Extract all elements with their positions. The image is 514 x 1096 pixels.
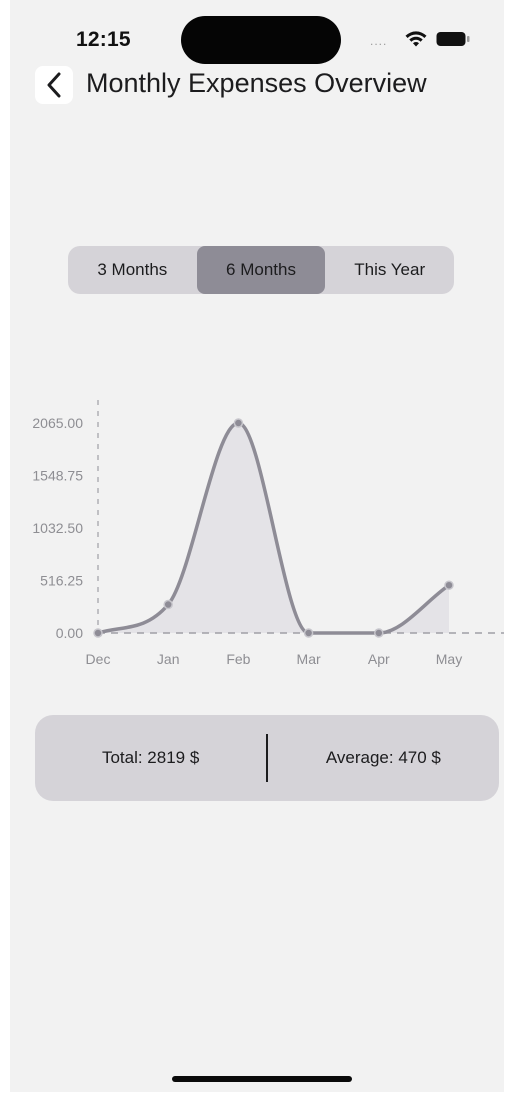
period-segmented-control: 3 Months 6 Months This Year	[68, 246, 454, 294]
x-tick-label-mar: Mar	[297, 651, 321, 667]
y-tick-label: 516.25	[40, 573, 83, 589]
data-point-jan	[163, 599, 173, 610]
data-point-feb	[233, 418, 244, 428]
x-tick-label-apr: Apr	[368, 651, 390, 667]
summary-divider	[266, 734, 268, 782]
y-tick-label: 1548.75	[32, 468, 83, 484]
segment-3-months[interactable]: 3 Months	[97, 260, 168, 279]
back-button[interactable]	[35, 66, 73, 104]
dynamic-island	[181, 16, 341, 64]
page-title: Monthly Expenses Overview	[86, 68, 427, 98]
x-tick-label-jan: Jan	[157, 651, 180, 667]
segment-this-year[interactable]: This Year	[354, 260, 426, 279]
data-point-may	[444, 580, 454, 590]
average-label: Average: 470 $	[325, 748, 441, 767]
total-label: Total: 2819 $	[101, 748, 200, 767]
x-tick-label-dec: Dec	[86, 651, 111, 667]
battery-icon	[436, 32, 470, 46]
signal-dots: ....	[370, 34, 388, 48]
data-point-apr	[374, 628, 384, 638]
x-tick-label-feb: Feb	[226, 651, 250, 667]
status-time: 12:15	[76, 28, 131, 51]
y-tick-label: 2065.00	[32, 415, 83, 431]
y-tick-label: 1032.50	[32, 520, 83, 536]
wifi-icon	[405, 31, 427, 47]
chevron-left-icon	[47, 72, 61, 98]
data-point-mar	[303, 628, 314, 638]
home-indicator	[172, 1076, 352, 1082]
y-tick-label: 0.00	[56, 625, 83, 641]
x-tick-label-may: May	[436, 651, 462, 667]
data-point-dec	[93, 628, 103, 638]
summary-card: Total: 2819 $ Average: 470 $	[35, 715, 499, 801]
device-frame: 12:15 .... Monthly Expenses Overview 3 M…	[10, 0, 504, 1092]
segment-6-months[interactable]: 6 Months	[196, 246, 326, 294]
